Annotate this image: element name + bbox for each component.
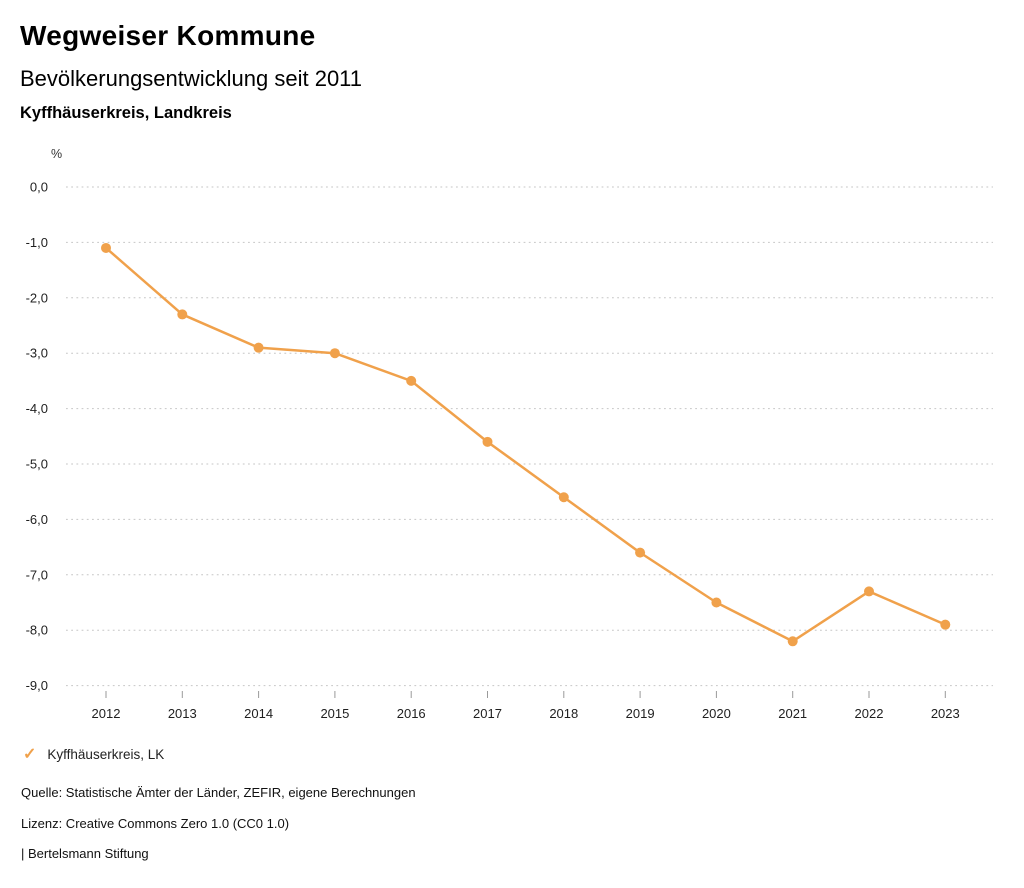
- x-axis-tick-label: 2021: [778, 706, 807, 721]
- y-axis-tick-label: -3,0: [26, 346, 48, 361]
- check-icon: ✓: [23, 746, 37, 763]
- legend-item[interactable]: ✓ Kyffhäuserkreis, LK: [23, 745, 164, 765]
- x-axis-tick-label: 2023: [931, 706, 960, 721]
- data-point-2021[interactable]: [787, 636, 798, 647]
- data-point-2022[interactable]: [864, 586, 874, 597]
- x-axis-tick-label: 2015: [320, 706, 349, 721]
- y-axis-tick-label: -2,0: [26, 290, 48, 305]
- data-point-2016[interactable]: [406, 375, 417, 386]
- source-note: Quelle: Statistische Ämter der Länder, Z…: [21, 785, 416, 800]
- y-axis-tick-label: -5,0: [26, 457, 48, 472]
- y-axis-tick-label: 0,0: [30, 180, 48, 195]
- x-axis-tick-label: 2012: [92, 706, 121, 721]
- data-point-2013[interactable]: [177, 309, 188, 320]
- attribution-note: | Bertelsmann Stiftung: [21, 846, 149, 861]
- data-point-2012[interactable]: [101, 242, 111, 253]
- population-line-chart: 0,0 -1,0 -2,0 -3,0 -4,0 -5,0 -6,0 -7,0 -8,0 -9,0 2…: [26, 180, 993, 721]
- footer: Quelle: Statistische Ämter der Länder, Z…: [21, 786, 416, 878]
- chart-title: Bevölkerungsentwicklung seit 2011: [20, 66, 363, 91]
- y-axis-tick-label: -6,0: [26, 512, 48, 527]
- y-axis-tick-label: -7,0: [26, 567, 48, 582]
- x-axis-tick-label: 2022: [855, 706, 884, 721]
- x-axis-tick-label: 2018: [549, 706, 578, 721]
- data-point-2017[interactable]: [482, 436, 493, 447]
- region-subtitle: Kyffhäuserkreis, Landkreis: [20, 104, 232, 122]
- x-axis-tick-label: 2020: [702, 706, 731, 721]
- data-point-2023[interactable]: [940, 619, 951, 630]
- page-title: Wegweiser Kommune: [20, 20, 316, 51]
- x-axis-tick-label: 2013: [168, 706, 197, 721]
- x-axis-tick-label: 2014: [244, 706, 273, 721]
- data-point-2015[interactable]: [329, 348, 340, 359]
- x-axis-tick-label: 2017: [473, 706, 502, 721]
- data-point-2018[interactable]: [558, 492, 569, 503]
- y-axis-tick-label: -8,0: [26, 623, 48, 638]
- data-point-2020[interactable]: [711, 597, 722, 608]
- series-line: [104, 246, 947, 643]
- y-axis-unit-label: %: [51, 147, 63, 161]
- y-axis-tick-label: -9,0: [26, 678, 48, 693]
- x-axis-tick-label: 2016: [397, 706, 426, 721]
- x-axis-tick-label: 2019: [626, 706, 655, 721]
- data-point-2019[interactable]: [635, 547, 646, 558]
- license-note: Lizenz: Creative Commons Zero 1.0 (CC0 1…: [21, 815, 290, 831]
- y-axis-tick-label: -1,0: [26, 235, 48, 250]
- legend-label: Kyffhäuserkreis, LK: [47, 747, 165, 762]
- y-axis-tick-label: -4,0: [26, 401, 48, 416]
- data-point-2014[interactable]: [253, 342, 264, 353]
